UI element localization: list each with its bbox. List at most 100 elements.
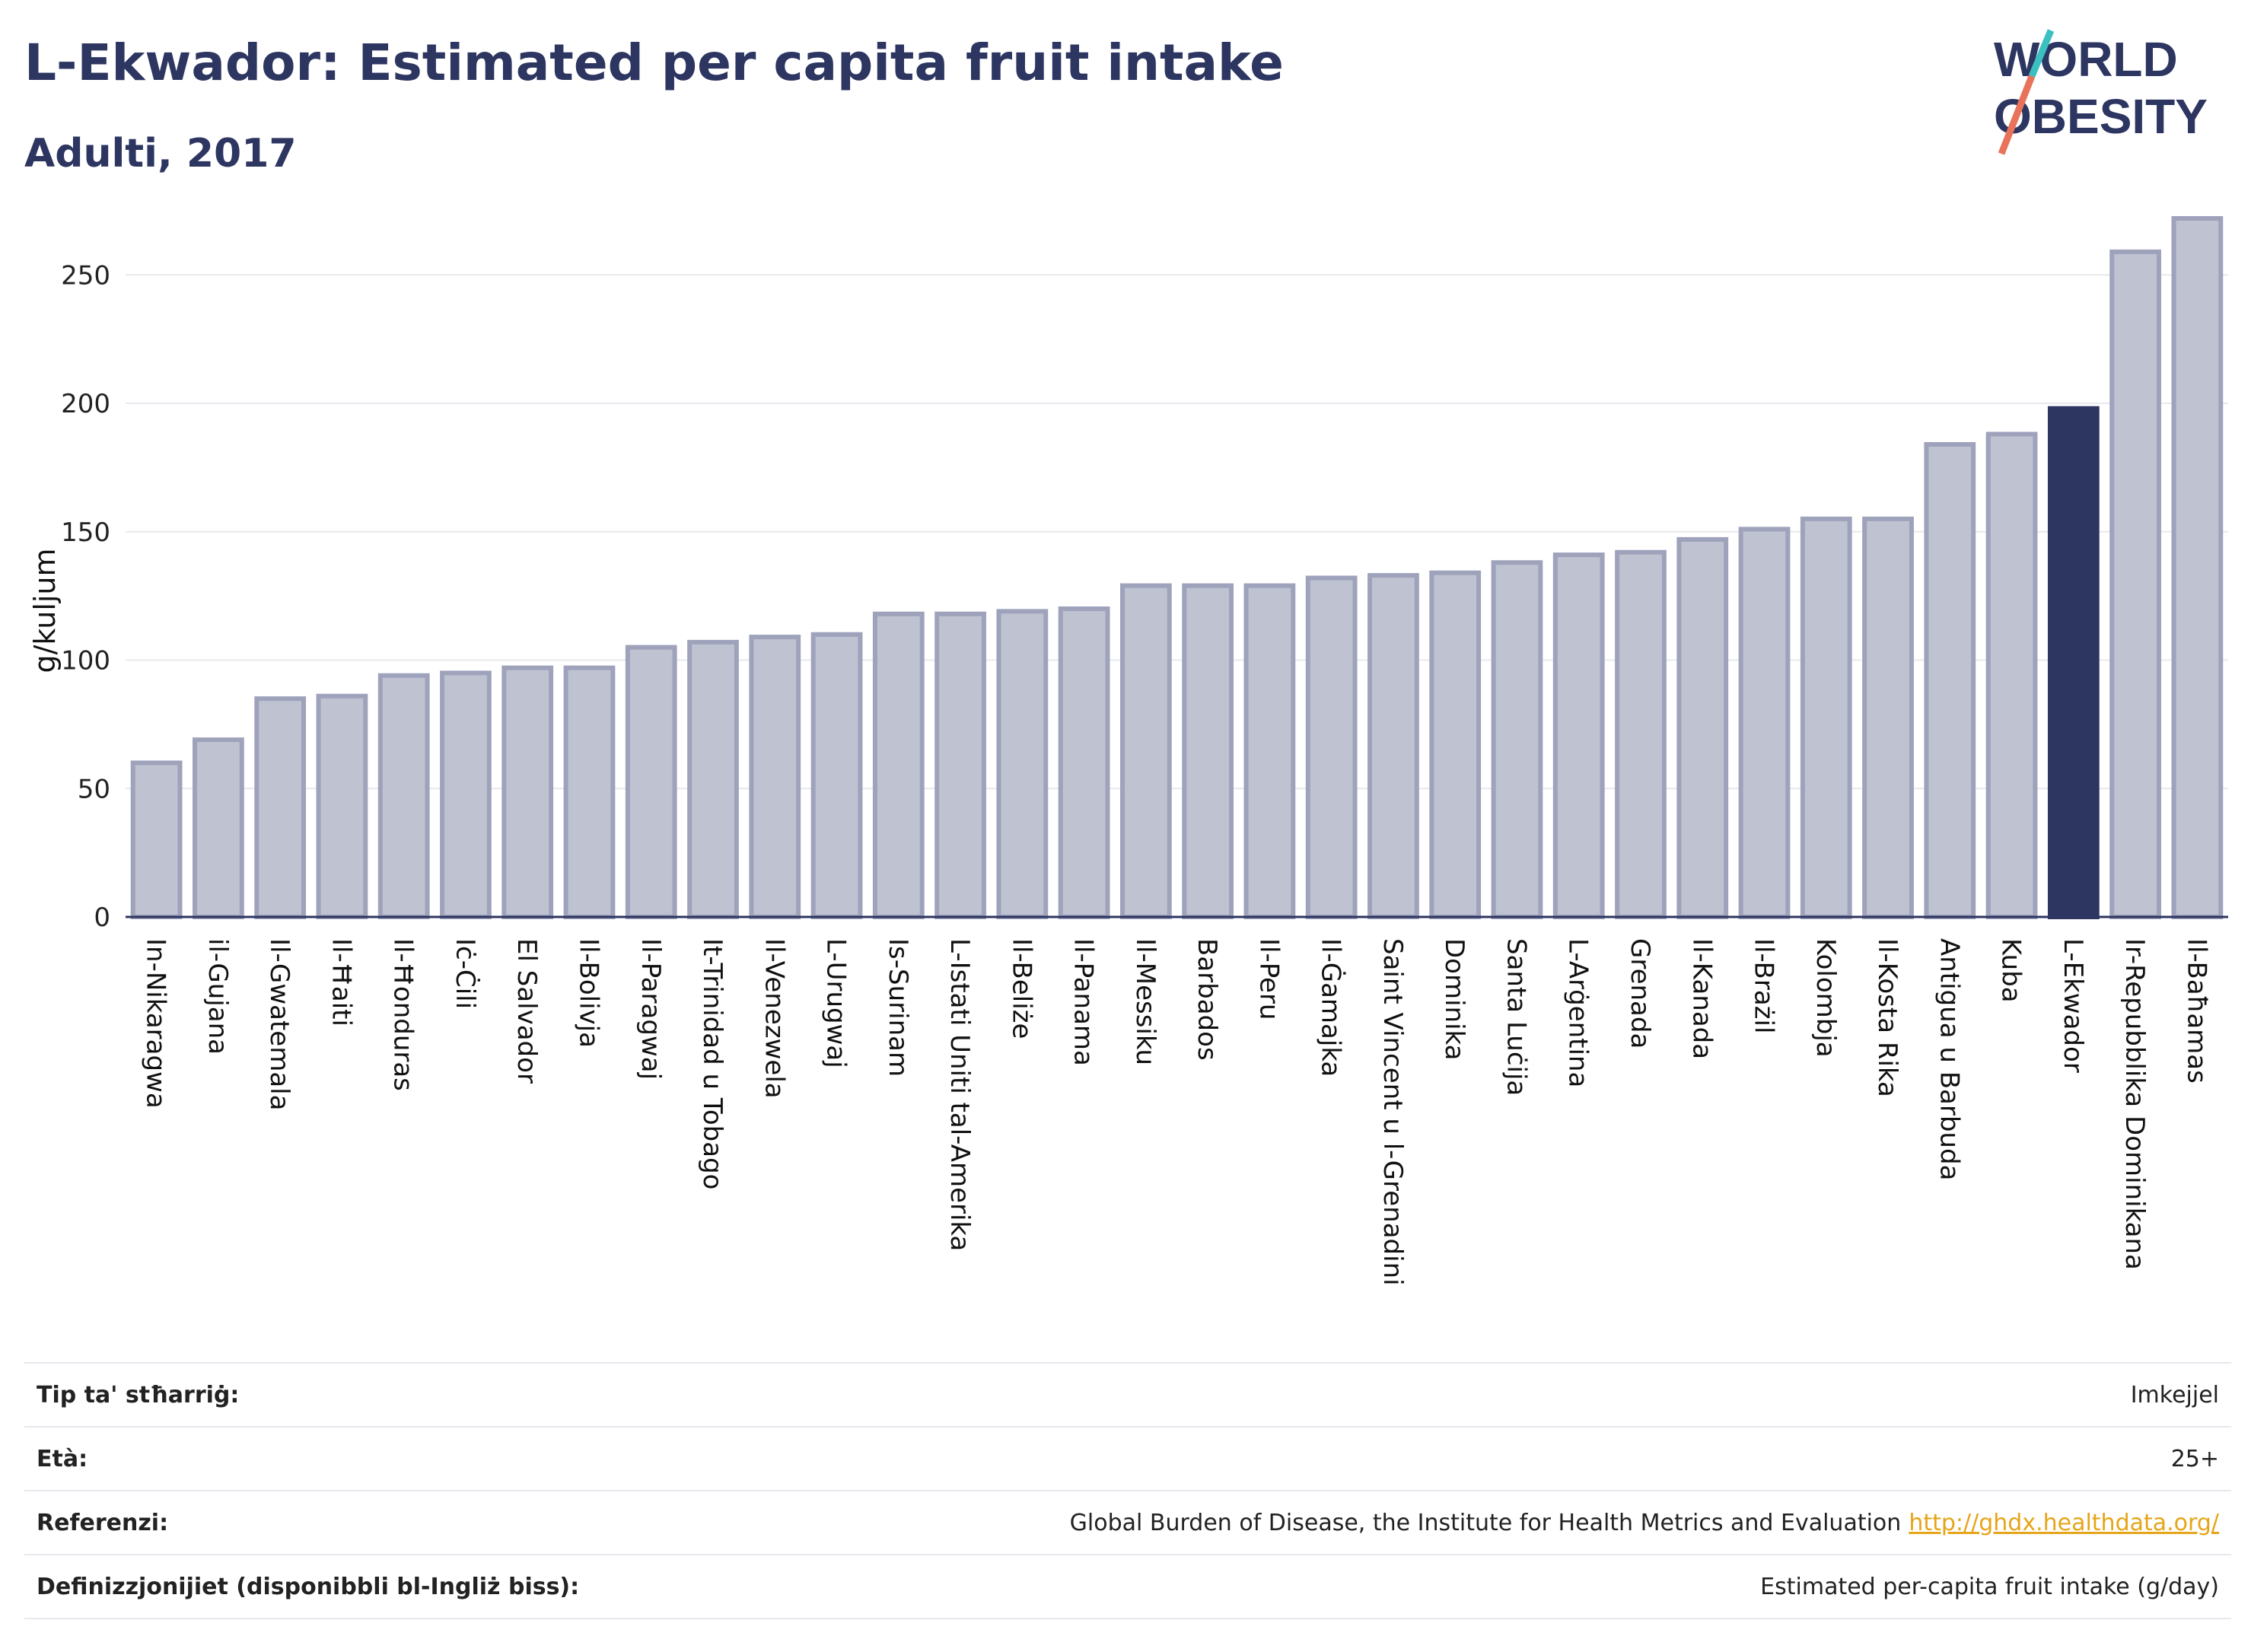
x-tick-label: Il-Kanada bbox=[1686, 938, 1717, 1059]
bar[interactable] bbox=[872, 611, 925, 919]
meta-value: 25+ bbox=[2170, 1445, 2219, 1472]
x-tick-label: Il-Panama bbox=[1068, 938, 1099, 1066]
y-tick-label: 50 bbox=[78, 774, 110, 804]
bar[interactable] bbox=[2109, 249, 2161, 919]
x-tick-label: Il-Paragwaj bbox=[635, 938, 666, 1080]
bar[interactable] bbox=[1305, 575, 1358, 919]
x-tick-label: Kuba bbox=[1996, 938, 2027, 1003]
x-tick-label: L-Istati Uniti tal-Amerika bbox=[944, 938, 975, 1251]
x-tick-label: Il-Beliże bbox=[1006, 938, 1036, 1039]
x-tick-label: Saint Vincent u l-Grenadini bbox=[1377, 938, 1408, 1286]
bar[interactable] bbox=[1862, 516, 1914, 919]
x-tick-label: Il-Bolivja bbox=[573, 938, 603, 1048]
logo-line2: OBESITY bbox=[1994, 89, 2208, 144]
bar[interactable] bbox=[1676, 536, 1729, 919]
x-tick-label: Antigua u Barbuda bbox=[1934, 938, 1964, 1180]
x-tick-label: Barbados bbox=[1192, 938, 1222, 1061]
x-tick-label: L-Arġentina bbox=[1563, 938, 1594, 1087]
reference-link[interactable]: http://ghdx.healthdata.org/ bbox=[1909, 1509, 2219, 1536]
y-tick-label: 250 bbox=[61, 260, 110, 291]
x-tick-labels: In-Nikaragwa il-Gujana Il-Gwatemala Il-Ħait… bbox=[141, 938, 2212, 1286]
bar[interactable] bbox=[377, 673, 430, 919]
x-tick-label: Il-Baħamas bbox=[2181, 938, 2211, 1084]
y-tick-label: 0 bbox=[94, 902, 110, 933]
bar[interactable] bbox=[2171, 216, 2224, 919]
meta-value: Estimated per-capita fruit intake (g/day… bbox=[1760, 1573, 2219, 1600]
bar[interactable] bbox=[625, 645, 677, 919]
x-tick-label: il-Gujana bbox=[202, 938, 233, 1055]
bar[interactable] bbox=[1429, 570, 1482, 919]
x-tick-label: Il-Kosta Rika bbox=[1872, 938, 1902, 1097]
chart-subtitle: Adulti, 2017 bbox=[24, 131, 297, 177]
y-axis-label: g/kuljum bbox=[28, 548, 62, 673]
bar[interactable] bbox=[1243, 583, 1296, 919]
x-tick-label: Il-Venezwela bbox=[759, 938, 789, 1099]
world-obesity-logo: WORLD OBESITY bbox=[1994, 29, 2208, 155]
bar[interactable] bbox=[1615, 549, 1667, 919]
bar[interactable] bbox=[563, 665, 616, 919]
logo-line1: WORLD bbox=[1994, 32, 2178, 87]
meta-row-age: Età: 25+ bbox=[24, 1426, 2231, 1490]
x-tick-label: L-Urugwaj bbox=[821, 938, 852, 1068]
reference-text: Global Burden of Disease, the Institute … bbox=[1069, 1509, 1902, 1536]
bar[interactable] bbox=[1058, 606, 1110, 919]
y-tick-label: 100 bbox=[61, 646, 110, 676]
bar[interactable] bbox=[501, 665, 554, 919]
bars bbox=[130, 216, 2224, 919]
bar[interactable] bbox=[1924, 442, 1976, 919]
bar[interactable] bbox=[1367, 573, 1419, 919]
meta-label: Referenzi: bbox=[37, 1509, 169, 1536]
y-tick-label: 200 bbox=[61, 389, 110, 419]
x-tick-label: In-Nikaragwa bbox=[141, 938, 171, 1109]
bar[interactable] bbox=[1182, 583, 1234, 919]
bar[interactable] bbox=[254, 696, 307, 919]
x-tick-label: Il-Peru bbox=[1253, 938, 1284, 1020]
x-tick-label: Kolombja bbox=[1810, 938, 1841, 1058]
x-tick-label: Il-Ġamajka bbox=[1316, 938, 1347, 1077]
x-tick-label: Il-Ħaiti bbox=[326, 938, 356, 1027]
bar[interactable] bbox=[934, 611, 986, 919]
meta-value: Global Burden of Disease, the Institute … bbox=[1070, 1510, 2231, 1536]
meta-row-definitions: Definizzjonijiet (disponibbli bl-Ingliż … bbox=[24, 1554, 2231, 1619]
bar[interactable] bbox=[316, 693, 368, 919]
bar[interactable] bbox=[749, 635, 801, 919]
x-tick-label: Iċ-Ċili bbox=[450, 938, 481, 1009]
bar[interactable] bbox=[1491, 560, 1543, 919]
y-tick-labels: 0 50 100 150 200 250 bbox=[61, 260, 110, 933]
meta-label: Definizzjonijiet (disponibbli bl-Ingliż … bbox=[37, 1573, 580, 1600]
metadata-table: Tip ta' stħarriġ: Imkejjel Età: 25+ Refe… bbox=[24, 1362, 2231, 1619]
chart-title: L-Ekwador: Estimated per capita fruit in… bbox=[24, 33, 1284, 92]
logo-slash-red bbox=[1998, 75, 2036, 155]
bar[interactable] bbox=[810, 632, 863, 919]
bar[interactable] bbox=[1985, 431, 2038, 919]
bar[interactable] bbox=[1800, 516, 1852, 919]
x-tick-label: Il-Messiku bbox=[1130, 938, 1161, 1065]
bar-chart: 0 50 100 150 200 250 In-Nikaragwa il-Gujana Il-… bbox=[28, 216, 2228, 1286]
x-tick-label: L-Ekwador bbox=[2058, 938, 2088, 1073]
meta-row-references: Referenzi: Global Burden of Disease, the… bbox=[24, 1490, 2231, 1554]
bar[interactable] bbox=[1119, 583, 1172, 919]
x-tick-label: Dominika bbox=[1439, 938, 1469, 1060]
bar[interactable] bbox=[193, 737, 244, 919]
bar[interactable] bbox=[2047, 406, 2100, 919]
x-tick-label: Ir-Repubblika Dominikana bbox=[2119, 938, 2150, 1270]
x-tick-label: Grenada bbox=[1625, 938, 1655, 1049]
meta-row-survey-type: Tip ta' stħarriġ: Imkejjel bbox=[24, 1362, 2231, 1426]
bar[interactable] bbox=[1552, 552, 1605, 919]
x-tick-label: Santa Luċija bbox=[1501, 938, 1531, 1096]
meta-label: Età: bbox=[37, 1445, 88, 1472]
x-tick-label: Is-Surinam bbox=[883, 938, 913, 1077]
bar[interactable] bbox=[996, 609, 1049, 919]
bar[interactable] bbox=[440, 670, 492, 919]
meta-value: Imkejjel bbox=[2130, 1381, 2219, 1408]
bar[interactable] bbox=[687, 639, 739, 919]
x-tick-label: El Salvador bbox=[511, 938, 542, 1084]
bar[interactable] bbox=[130, 760, 183, 919]
logo-slash-teal bbox=[2028, 29, 2055, 78]
y-tick-label: 150 bbox=[61, 517, 110, 548]
meta-label: Tip ta' stħarriġ: bbox=[37, 1381, 240, 1408]
x-tick-label: Il-Brażil bbox=[1749, 938, 1779, 1033]
x-tick-label: Il-Gwatemala bbox=[264, 938, 295, 1110]
x-tick-label: It-Trinidad u Tobago bbox=[697, 938, 728, 1189]
bar[interactable] bbox=[1738, 527, 1791, 919]
